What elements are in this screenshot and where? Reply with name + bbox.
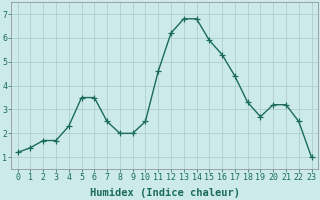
X-axis label: Humidex (Indice chaleur): Humidex (Indice chaleur) [90,188,240,198]
